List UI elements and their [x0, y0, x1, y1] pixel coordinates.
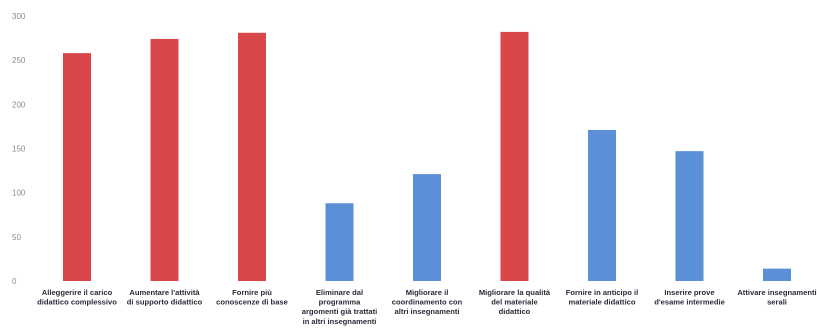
x-category-label: Migliorare la qualità del materiale didatt… — [479, 288, 551, 316]
bar — [588, 129, 616, 281]
bar — [150, 38, 179, 281]
bar — [325, 203, 354, 281]
bar — [413, 174, 441, 281]
bar — [238, 32, 266, 282]
bar — [675, 151, 704, 281]
y-tick-label: 250 — [12, 56, 26, 65]
x-category-label: Fornire più conoscenze di base — [216, 288, 288, 307]
x-category-label: Inserire prove d'esame intermedie — [654, 288, 725, 307]
x-category-label: Aumentare l'attività di supporto didattic… — [127, 288, 203, 307]
y-tick-label: 200 — [12, 100, 26, 109]
bar — [763, 268, 791, 281]
y-tick-label: 100 — [12, 189, 26, 198]
y-tick-label: 300 — [12, 12, 26, 21]
x-category-label: Eliminare dal programma argomenti già trat… — [302, 288, 378, 326]
bar — [63, 53, 91, 281]
x-category-label: Migliorare il coordinamento con altri inse… — [392, 288, 463, 316]
y-tick-label: 50 — [12, 233, 21, 242]
x-category-label: Fornire in anticipo il materiale didattic… — [566, 288, 639, 307]
y-tick-label: 150 — [12, 145, 26, 154]
x-category-label: Attivare insegnamenti serali — [737, 288, 816, 307]
y-tick-label: 0 — [12, 277, 17, 286]
bar — [500, 31, 529, 282]
x-category-label: Alleggerire il carico didattico complessi… — [37, 288, 117, 307]
